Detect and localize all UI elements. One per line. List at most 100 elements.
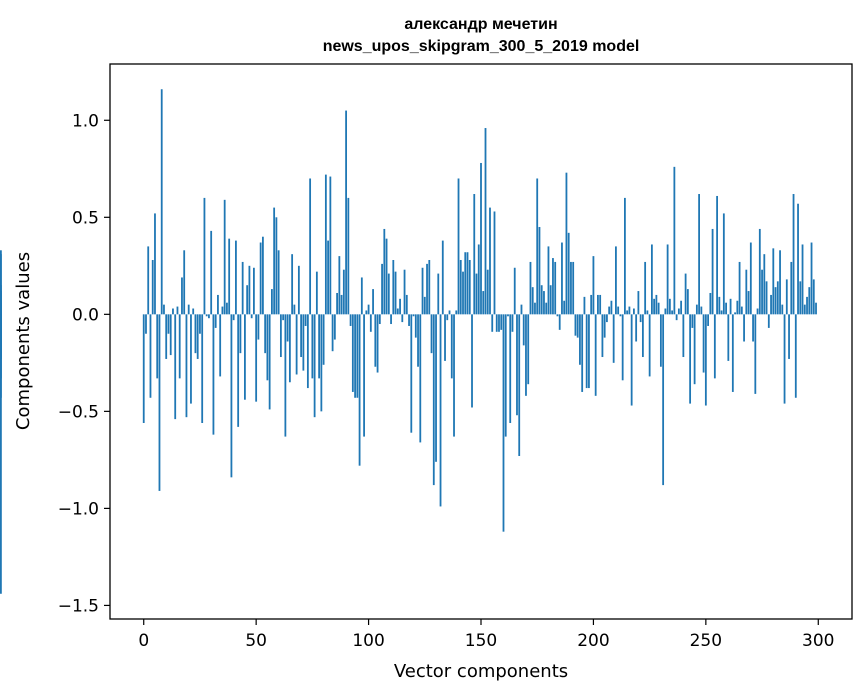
bar-159 [500,314,503,330]
bar-127 [428,260,431,315]
bar-211 [617,306,620,315]
y-tick-label: −0.5 [58,402,99,422]
bar-246 [695,304,698,315]
bar-274 [758,228,761,315]
bar-26 [201,314,204,423]
bar-146 [471,314,473,408]
bar-239 [680,300,683,315]
bar-236 [673,166,676,315]
bar-151 [482,291,485,315]
bar-28 [205,314,208,317]
bar-188 [565,172,568,315]
bar-231 [662,314,665,486]
bar-297 [810,242,813,315]
bar-17 [181,277,183,315]
bar-199 [590,294,593,315]
bar-53 [262,236,264,315]
bar-212 [619,314,622,317]
bar-266 [740,306,743,315]
bar-197 [585,314,588,389]
bar-270 [749,242,752,315]
bar-145 [468,260,471,315]
y-tick-label: −1.5 [58,596,99,616]
bar-176 [538,227,541,315]
bar-160 [502,314,505,532]
bar-174 [534,302,536,315]
bar-195 [581,314,584,392]
bar-108 [385,238,388,315]
bar-117 [405,294,408,315]
bar-76 [313,314,316,418]
bar-206 [606,314,608,323]
bar-3 [149,314,152,398]
bar-42 [237,314,240,427]
bar-242 [686,289,689,315]
bar-248 [700,306,703,315]
bar-74 [309,178,312,315]
bar-288 [790,261,793,315]
bar-73 [306,314,309,389]
bar-33 [217,294,219,315]
bar-63 [284,314,287,437]
bar-46 [246,285,249,315]
bar-204 [601,314,604,358]
bar-140 [457,178,460,315]
bar-264 [736,300,739,315]
bar-179 [545,302,548,315]
bar-153 [486,269,489,315]
bar-169 [522,314,525,346]
bar-22 [192,308,195,315]
bar-104 [376,314,379,373]
bar-194 [579,314,581,365]
bar-107 [383,228,386,315]
bar-undefined [0,314,2,594]
bar-114 [399,298,401,315]
bar-110 [390,314,392,325]
plot-area-frame [109,63,853,620]
bar-150 [480,162,482,315]
bar-32 [214,314,217,328]
bar-170 [525,314,527,396]
bar-296 [808,287,811,315]
bar-259 [725,302,727,315]
bar-87 [338,256,341,315]
bar-203 [599,294,602,315]
x-tick-label: 150 [465,631,497,651]
bar-45 [244,314,246,400]
bar-113 [396,308,399,315]
bar-190 [570,261,572,315]
bar-23 [194,314,197,354]
bar-149 [477,244,480,315]
y-axis-label: Components values [13,252,34,430]
bar-284 [781,304,784,315]
bar-1 [145,314,147,334]
bar-80 [322,314,325,365]
x-axis-label: Vector components [394,661,568,682]
bar-5 [154,213,156,315]
bar-103 [374,314,377,367]
bar-95 [356,314,359,398]
bar-129 [432,314,435,486]
bar-262 [731,314,734,392]
bar-157 [495,314,498,332]
bar-215 [626,310,629,315]
bar-25 [199,314,201,334]
bar-247 [698,194,700,315]
bar-7 [158,314,161,491]
bar-232 [664,308,667,315]
x-tick-label: 0 [138,631,149,651]
bar-162 [507,314,509,317]
bar-89 [342,269,345,315]
bar-272 [754,314,757,394]
bar-294 [803,304,806,315]
bar-67 [293,304,296,315]
bar-112 [394,271,397,315]
bar-221 [639,314,642,323]
bar-168 [520,304,523,315]
bar-273 [756,308,759,315]
bar-210 [615,246,617,315]
bar-21 [190,314,192,404]
bar-223 [644,261,647,315]
bar-227 [653,298,656,315]
